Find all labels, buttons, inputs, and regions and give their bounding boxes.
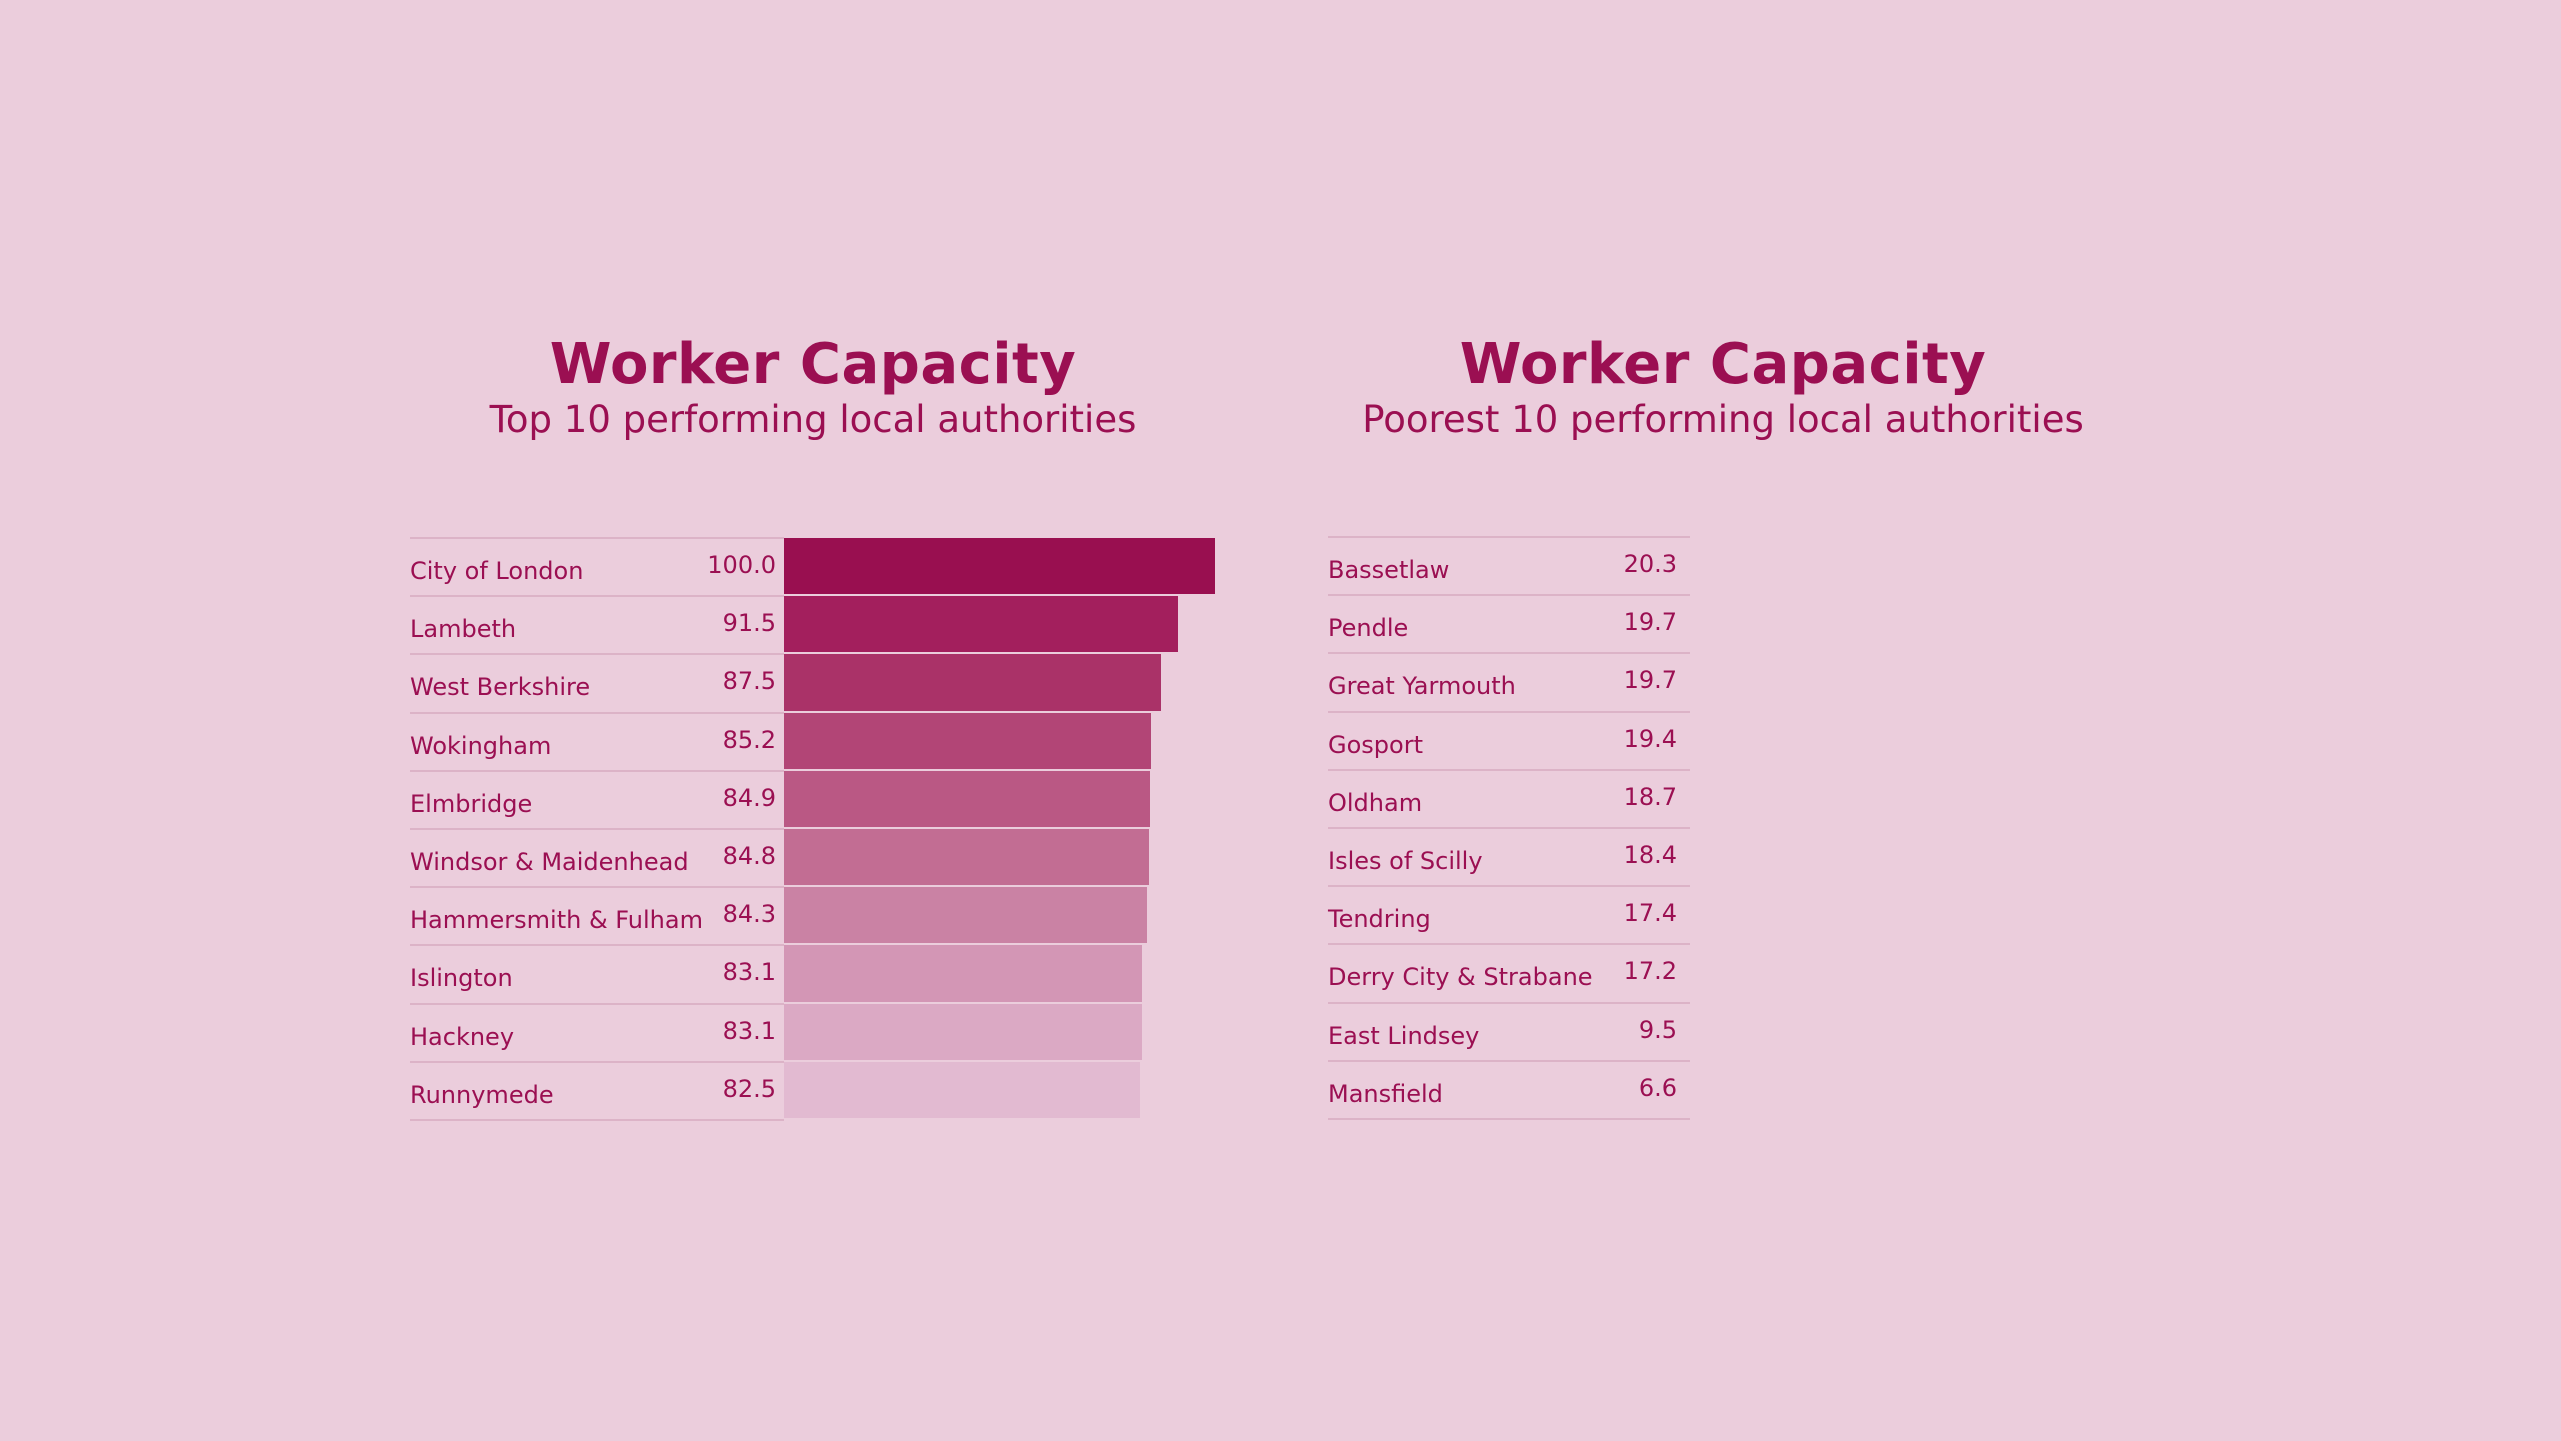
value-label: 17.2	[1623, 957, 1677, 986]
table-row: Lambeth 91.5	[410, 595, 784, 653]
value-label: 87.5	[722, 667, 776, 696]
top-title: Worker Capacity	[549, 332, 1077, 397]
value-label: 84.9	[722, 783, 776, 812]
table-row: Hackney 83.1	[410, 1002, 784, 1061]
table-row: Tendring 17.4	[1328, 885, 1690, 943]
value-label: 100.0	[707, 551, 776, 579]
table-row: West Berkshire 87.5	[410, 653, 784, 711]
table-row: Bassetlaw 20.3	[1328, 536, 1690, 594]
table-row: Wokingham 85.2	[410, 711, 784, 770]
value-label: 18.4	[1623, 841, 1677, 869]
value-label: 83.1	[722, 1016, 776, 1045]
authority-name: West Berkshire	[410, 673, 591, 702]
bar	[784, 1061, 1140, 1118]
poorest-subtitle: Poorest 10 performing local authorities	[1362, 398, 2084, 441]
authority-name: Elmbridge	[410, 789, 533, 818]
divider	[410, 1119, 784, 1121]
table-row: City of London 100.0	[410, 537, 784, 595]
authority-name: Pendle	[1328, 614, 1409, 643]
bar	[784, 945, 1143, 1002]
authority-name: Runnymede	[410, 1080, 554, 1109]
bar	[784, 596, 1179, 653]
value-label: 84.3	[722, 900, 776, 929]
table-row: East Lindsey 9.5	[1328, 1001, 1690, 1060]
table-row: Great Yarmouth 19.7	[1328, 652, 1690, 710]
bar	[784, 887, 1148, 944]
poorest-title: Worker Capacity	[1459, 332, 1987, 397]
authority-name: Hammersmith & Fulham	[410, 906, 703, 935]
bar	[784, 829, 1150, 886]
table-row: Gosport 19.4	[1328, 710, 1690, 769]
authority-name: Tendring	[1328, 905, 1431, 934]
top-subtitle: Top 10 performing local authorities	[489, 398, 1137, 441]
authority-name: Derry City & Strabane	[1328, 963, 1593, 992]
bar	[784, 770, 1150, 827]
table-row: Mansfield 6.6	[1328, 1059, 1690, 1118]
bar	[784, 712, 1152, 769]
table-row: Elmbridge 84.9	[410, 769, 784, 828]
table-row: Isles of Scilly 18.4	[1328, 827, 1690, 885]
table-row: Hammersmith & Fulham 84.3	[410, 886, 784, 944]
table-row: Windsor & Maidenhead 84.8	[410, 828, 784, 886]
value-label: 19.7	[1623, 608, 1677, 637]
table-row: Islington 83.1	[410, 944, 784, 1002]
authority-name: Oldham	[1328, 788, 1423, 817]
authority-name: Great Yarmouth	[1328, 672, 1516, 701]
table-row: Runnymede 82.5	[410, 1060, 784, 1119]
bar	[784, 654, 1162, 711]
authority-name: East Lindsey	[1328, 1021, 1480, 1050]
authority-name: Lambeth	[410, 615, 517, 644]
value-label: 91.5	[722, 609, 776, 638]
authority-name: Mansfield	[1328, 1079, 1443, 1108]
authority-name: Wokingham	[410, 731, 552, 760]
bar	[784, 538, 1215, 595]
value-label: 85.2	[722, 725, 776, 754]
table-row: Pendle 19.7	[1328, 594, 1690, 652]
value-label: 19.4	[1623, 724, 1677, 753]
authority-name: Windsor & Maidenhead	[410, 848, 689, 876]
authority-name: Islington	[410, 964, 513, 993]
value-label: 82.5	[722, 1074, 776, 1103]
value-label: 9.5	[1638, 1015, 1677, 1044]
value-label: 6.6	[1638, 1073, 1677, 1102]
authority-name: Isles of Scilly	[1328, 847, 1483, 875]
bar	[784, 1003, 1143, 1060]
divider	[1328, 1118, 1690, 1120]
value-label: 20.3	[1623, 550, 1677, 578]
value-label: 84.8	[722, 842, 776, 870]
value-label: 19.7	[1623, 666, 1677, 695]
authority-name: Gosport	[1328, 730, 1423, 759]
value-label: 17.4	[1623, 899, 1677, 928]
authority-name: City of London	[410, 557, 584, 585]
authority-name: Hackney	[410, 1022, 515, 1051]
table-row: Oldham 18.7	[1328, 768, 1690, 827]
table-row: Derry City & Strabane 17.2	[1328, 943, 1690, 1001]
value-label: 83.1	[722, 958, 776, 987]
value-label: 18.7	[1623, 782, 1677, 811]
authority-name: Bassetlaw	[1328, 556, 1450, 584]
